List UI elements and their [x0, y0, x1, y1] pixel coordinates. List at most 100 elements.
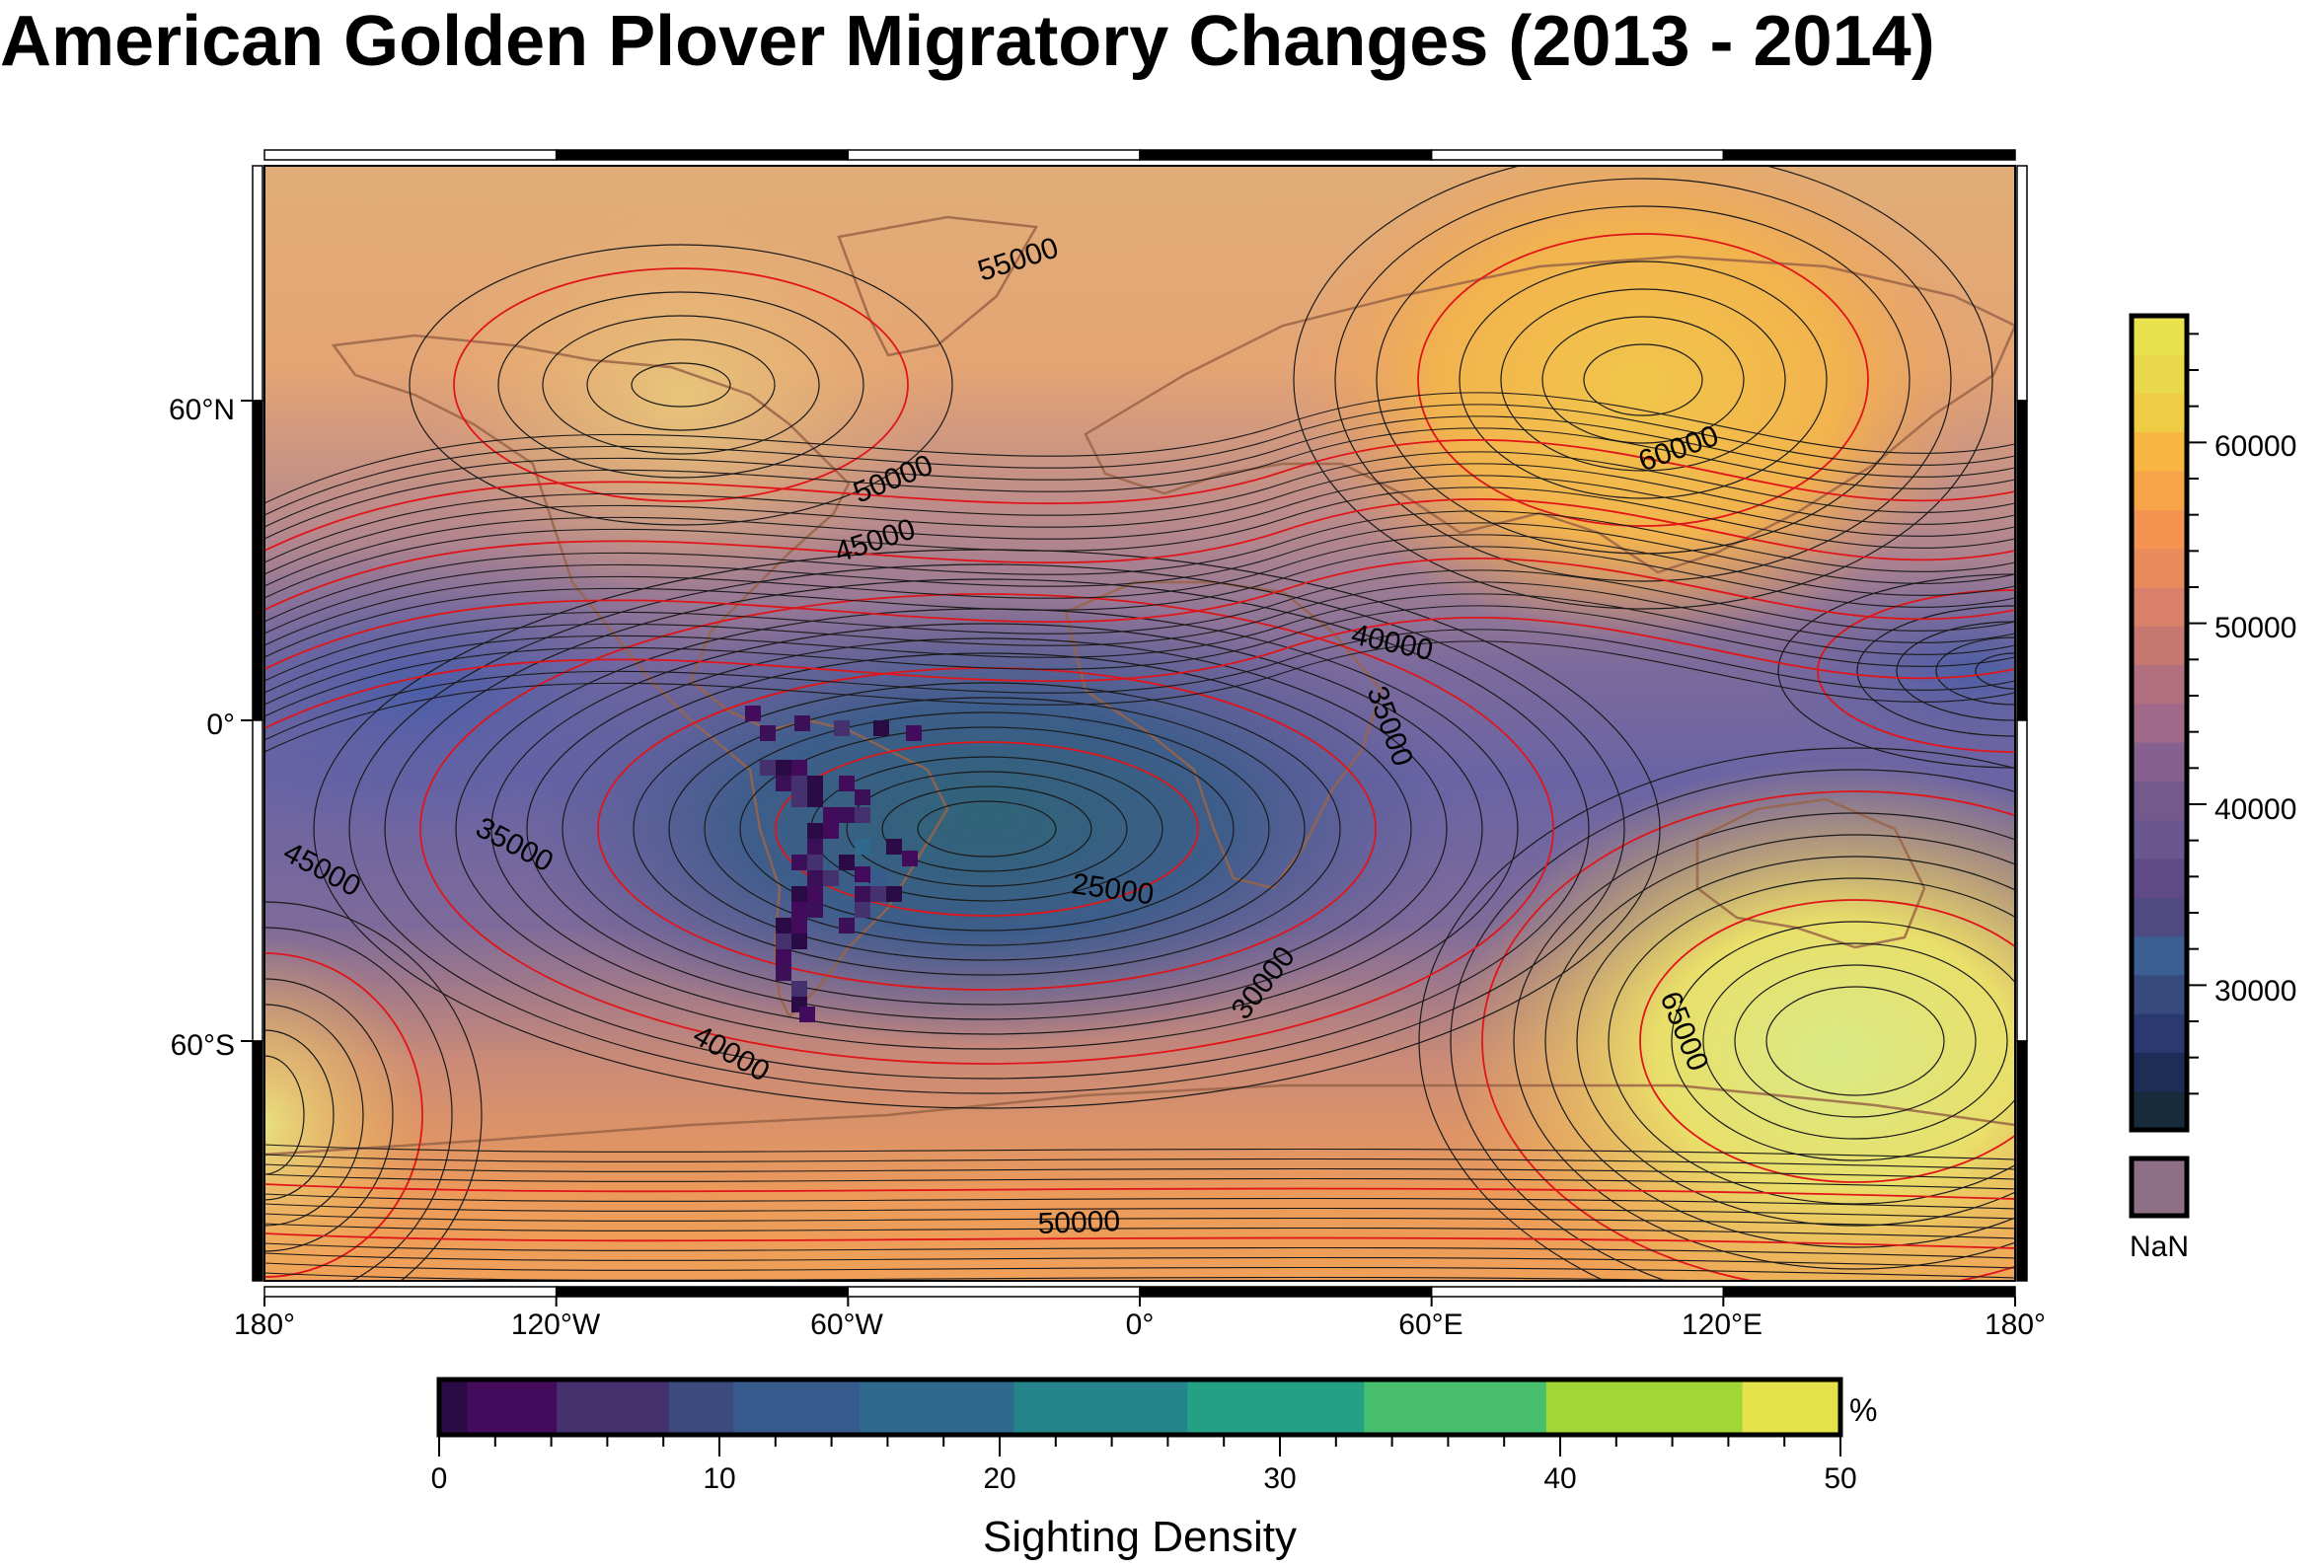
contour-line: [264, 557, 2015, 670]
contour-colorbar-segment: [2132, 1052, 2187, 1092]
frame-bar-right: [2016, 1040, 2028, 1282]
contour-line: [264, 1242, 2015, 1259]
contour-line: [1935, 636, 2015, 706]
contour-colorbar-segment: [2132, 703, 2187, 743]
density-cell: [791, 918, 807, 933]
density-cell: [873, 720, 889, 736]
contour-line: [264, 1193, 2015, 1210]
contour-line: [1418, 747, 2015, 1281]
density-cell: [839, 776, 855, 791]
nan-swatch: [2129, 1156, 2190, 1219]
contour-colorbar-segment: [2132, 935, 2187, 976]
lon-tick-label: 120°W: [511, 1308, 601, 1341]
density-cell: [807, 791, 823, 807]
frame-bar-bottom: [847, 1286, 1141, 1298]
density-cell: [823, 807, 839, 823]
frame-bar-bottom: [1139, 1286, 1433, 1298]
contour-line: [1765, 986, 1945, 1096]
density-cell: [834, 720, 850, 736]
contour-colorbar-segment: [2132, 354, 2187, 395]
contour-line: [1334, 178, 1952, 582]
density-cell: [791, 933, 807, 949]
contour-line: [1417, 233, 1869, 527]
density-colorbar-tick-label: 0: [431, 1462, 448, 1495]
density-cell: [855, 789, 870, 805]
contour-line: [1777, 573, 2015, 769]
contour-line: [264, 404, 2015, 516]
density-cell: [776, 776, 791, 791]
contour-line: [419, 593, 1554, 1065]
density-colorbar-title: Sighting Density: [983, 1513, 1297, 1561]
contour-line: [1500, 288, 1786, 472]
density-colorbar-segment: [557, 1380, 670, 1435]
density-colorbar-tick-label: 40: [1543, 1462, 1576, 1495]
contour-line: [586, 338, 776, 431]
contour-line: [704, 711, 1270, 946]
density-colorbar-segment: [1187, 1380, 1365, 1435]
contour-line: [384, 578, 1590, 1080]
contour-line: [1513, 812, 2015, 1270]
contour-line: [1734, 964, 1977, 1118]
contour-line: [264, 427, 2015, 540]
frame-bar-top: [1722, 149, 2016, 161]
map-border: [263, 165, 2016, 1282]
density-cell: [807, 886, 823, 902]
density-colorbar-tick-label: 20: [983, 1462, 1015, 1495]
contour-line: [526, 637, 1448, 1020]
density-cell: [823, 870, 839, 886]
contour-line: [264, 475, 2015, 587]
contour-colorbar-segment: [2132, 431, 2187, 472]
density-colorbar-tick-label: 10: [703, 1462, 735, 1495]
density-colorbar-border: [436, 1377, 1843, 1438]
contour-colorbar-segments: [2132, 316, 2187, 1131]
coast-americas: [331, 334, 949, 1019]
frame-bar-bottom: [1430, 1286, 1725, 1298]
density-cell: [839, 918, 855, 933]
density-colorbar-segment: [1742, 1380, 1841, 1435]
density-cell: [855, 886, 870, 902]
contour-line: [1544, 834, 2015, 1248]
contour-line: [264, 546, 2015, 658]
density-colorbar-segment: [467, 1380, 558, 1435]
contour-colorbar-segment: [2132, 781, 2187, 821]
contour-line: [264, 1163, 2015, 1180]
contour-line: [264, 978, 394, 1252]
contour-line: [264, 1029, 335, 1201]
contour-colorbar-segment: [2132, 974, 2187, 1014]
frame-bar-bottom: [263, 1286, 558, 1298]
contour-line: [668, 697, 1306, 961]
frame-bar-top: [1139, 149, 1433, 161]
density-cell: [791, 902, 807, 918]
density-colorbar-segment: [668, 1380, 734, 1435]
frame-bar-left: [252, 165, 263, 402]
lat-tick-label: 60°S: [171, 1029, 235, 1062]
sighting-density-cells: [745, 706, 922, 1022]
contour-line: [264, 438, 2015, 552]
density-cell: [791, 760, 807, 776]
density-cell: [807, 870, 823, 886]
contour-line: [264, 463, 2015, 575]
lon-tick-label: 0°: [1126, 1308, 1155, 1341]
contour-line: [264, 593, 2015, 706]
contour-line: [348, 563, 1625, 1094]
contour-line: [562, 652, 1412, 1006]
density-cell: [855, 866, 870, 882]
density-cell: [807, 855, 823, 870]
contour-line: [264, 629, 2015, 741]
contour-line: [264, 1213, 2015, 1230]
contour-line: [264, 1183, 2015, 1200]
low-east-pacific: [264, 543, 720, 839]
frame-bar-top: [555, 149, 850, 161]
density-cell: [794, 715, 810, 731]
density-cell: [791, 791, 807, 807]
contour-line: [739, 726, 1235, 932]
density-cell: [776, 918, 791, 933]
map-frame-axes: 180° 120°W 60°W 0° 60°E 120°E 180° 60°N …: [169, 149, 2046, 1341]
frame-bar-left: [252, 400, 263, 721]
contour-line: [409, 244, 953, 526]
density-colorbar-segments: [439, 1380, 1841, 1435]
contour-line: [1817, 589, 2015, 753]
contour-colorbar-tick-label: 40000: [2214, 793, 2296, 826]
density-cell: [906, 725, 922, 741]
contour-line: [846, 771, 1128, 887]
